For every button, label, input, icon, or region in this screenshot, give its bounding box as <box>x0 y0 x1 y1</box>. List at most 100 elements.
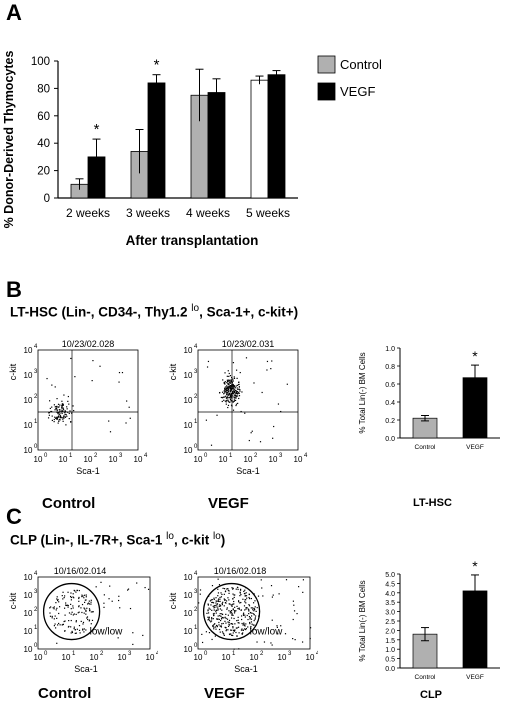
panel-b-caption: LT-HSC <box>413 497 452 509</box>
y-decade-label: 10 <box>24 396 33 405</box>
event-dot <box>252 609 254 611</box>
event-dot <box>223 392 226 394</box>
y-decade-exp: 4 <box>194 571 198 577</box>
event-dot <box>229 603 231 605</box>
event-dot <box>216 625 218 627</box>
event-dot <box>65 411 67 413</box>
y-tick-label: 40 <box>37 138 50 150</box>
event-dot <box>221 603 223 606</box>
event-dot <box>262 595 264 597</box>
event-dot <box>230 612 233 614</box>
event-dot <box>64 630 66 632</box>
event-dot <box>239 371 241 374</box>
event-dot <box>217 578 219 580</box>
event-dot <box>62 404 64 406</box>
event-dot <box>68 620 70 622</box>
y-tick-label: 60 <box>37 111 50 123</box>
event-dot <box>55 406 57 408</box>
event-dot <box>222 601 224 603</box>
event-dot <box>51 617 53 619</box>
event-dot <box>73 626 75 628</box>
event-dot <box>244 412 246 414</box>
event-dot <box>298 586 300 588</box>
event-dot <box>83 597 85 599</box>
event-dot <box>226 386 228 388</box>
event-dot <box>58 406 60 408</box>
event-dot <box>228 619 231 622</box>
event-dot <box>58 601 60 603</box>
event-dot <box>209 620 211 622</box>
event-dot <box>91 619 94 622</box>
event-dot <box>222 632 224 634</box>
event-dot <box>58 411 60 413</box>
event-dot <box>251 612 253 614</box>
event-dot <box>222 587 224 589</box>
event-dot <box>88 603 91 605</box>
event-dot <box>83 607 85 609</box>
y-decade-exp: 2 <box>34 394 38 400</box>
event-dot <box>227 621 229 623</box>
event-dot <box>217 618 219 620</box>
event-dot <box>55 417 57 419</box>
event-dot <box>226 389 228 392</box>
y-tick-label: 1.0 <box>385 346 395 353</box>
event-dot <box>214 606 216 608</box>
event-dot <box>248 609 250 611</box>
event-dot <box>224 620 226 622</box>
event-dot <box>215 609 217 612</box>
event-dot <box>69 410 71 412</box>
x-decade-exp: 2 <box>100 651 104 657</box>
plot-frame <box>37 576 151 650</box>
event-dot <box>224 599 226 601</box>
event-dot <box>233 384 235 387</box>
x-tick-label: Control <box>415 444 437 451</box>
event-dot <box>238 392 240 394</box>
event-dot <box>199 593 201 595</box>
event-dot <box>56 409 58 411</box>
event-dot <box>232 386 234 388</box>
y-decade-label: 10 <box>184 421 193 430</box>
y-decade-label: 10 <box>24 627 33 636</box>
event-dot <box>293 610 296 612</box>
event-dot <box>217 599 219 601</box>
y-tick-label: 0.2 <box>385 418 395 425</box>
event-dot <box>242 598 244 600</box>
event-dot <box>232 362 235 364</box>
event-dot <box>223 598 225 600</box>
event-dot <box>57 412 59 414</box>
event-dot <box>85 594 87 596</box>
event-dot <box>73 589 75 592</box>
y-tick-label: 0.5 <box>385 657 395 664</box>
x-decade-exp: 0 <box>204 651 208 657</box>
event-dot <box>109 585 111 587</box>
event-dot <box>70 592 72 594</box>
event-dot <box>229 391 231 393</box>
event-dot <box>228 590 230 592</box>
event-dot <box>229 382 231 384</box>
event-dot <box>253 619 255 622</box>
plot-frame <box>197 576 311 650</box>
event-dot <box>231 385 233 387</box>
event-dot <box>217 609 219 611</box>
event-dot <box>217 598 220 600</box>
event-dot <box>84 608 86 610</box>
event-dot <box>238 388 240 390</box>
event-dot <box>67 411 69 413</box>
event-dot <box>236 395 238 397</box>
event-dot <box>212 605 214 607</box>
event-dot <box>233 396 235 398</box>
event-dot <box>73 597 75 599</box>
y-tick-label: 5.0 <box>385 572 395 579</box>
event-dot <box>228 610 230 612</box>
event-dot <box>309 637 311 640</box>
event-dot <box>221 602 223 605</box>
event-dot <box>266 369 268 371</box>
x-decade-exp: 4 <box>316 651 318 657</box>
y-axis-label: c-kit <box>8 363 18 380</box>
event-dot <box>57 624 59 626</box>
event-dot <box>73 409 75 412</box>
x-tick-label: 3 weeks <box>126 206 170 220</box>
x-axis-label: Sca-1 <box>236 466 260 476</box>
event-dot <box>236 395 239 397</box>
event-dot <box>224 381 226 383</box>
